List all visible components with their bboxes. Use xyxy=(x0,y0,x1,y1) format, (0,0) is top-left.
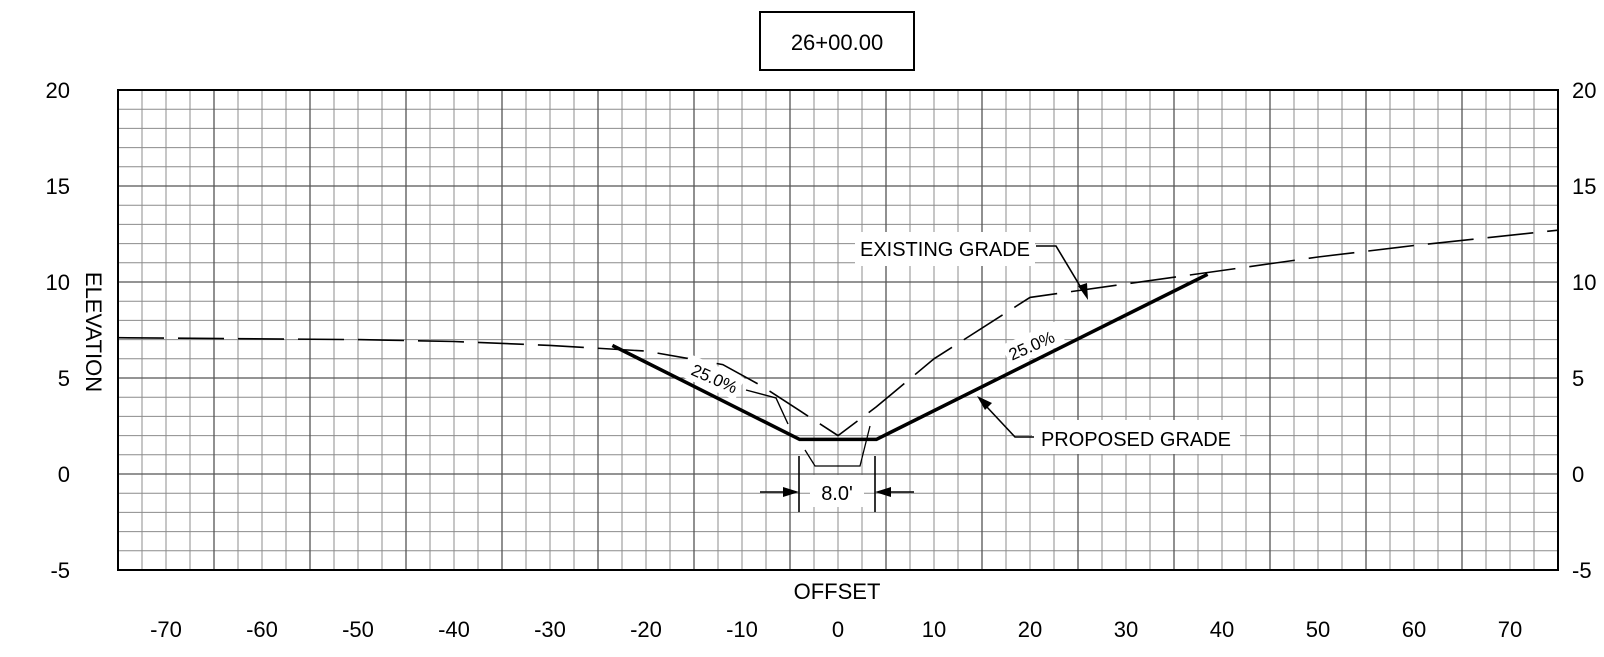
y-axis-title: ELEVATION xyxy=(81,272,106,392)
dimension-arrowhead-right xyxy=(875,487,891,497)
x-tick-label: 0 xyxy=(832,617,844,642)
y-tick-label-right: 0 xyxy=(1572,462,1584,487)
y-tick-label-left: 20 xyxy=(46,78,70,103)
dimension-label: 8.0' xyxy=(821,483,853,505)
slope-label-left-leader xyxy=(745,389,789,425)
x-tick-label: 50 xyxy=(1306,617,1330,642)
dimension-label-bg xyxy=(810,475,864,507)
proposed-grade-label: PROPOSED GRADE xyxy=(1041,429,1231,451)
existing-grade-arrowhead xyxy=(1078,283,1088,300)
y-tick-label-right: 10 xyxy=(1572,270,1596,295)
x-tick-label: -50 xyxy=(342,617,374,642)
slope-label-left-bg xyxy=(680,353,745,401)
x-tick-label: -30 xyxy=(534,617,566,642)
x-tick-label: -10 xyxy=(726,617,758,642)
proposed-grade-callout: PROPOSED GRADE xyxy=(977,396,1240,454)
x-tick-labels: -70 -60 -50 -40 -30 -20 -10 0 10 20 30 40 50 60 70 xyxy=(150,617,1522,642)
slope-label-right-bg xyxy=(1001,320,1066,368)
x-tick-label: 10 xyxy=(922,617,946,642)
x-tick-label: -20 xyxy=(630,617,662,642)
proposed-grade-leader xyxy=(985,405,1034,438)
proposed-grade-label-bg xyxy=(1032,420,1240,454)
station-title-text: 26+00.00 xyxy=(791,30,883,55)
plot-frame xyxy=(117,89,1559,571)
x-tick-label: -60 xyxy=(246,617,278,642)
y-tick-labels-left: -5 0 5 10 15 20 xyxy=(46,78,70,583)
proposed-grade-arrowhead xyxy=(977,396,992,410)
y-tick-labels-right: -5 0 5 10 15 20 xyxy=(1572,78,1596,583)
x-axis-title: OFFSET xyxy=(794,579,881,604)
existing-grade-callout: EXISTING GRADE xyxy=(855,232,1088,300)
minor-grid xyxy=(118,90,1558,570)
existing-grade-label-bg xyxy=(855,232,1035,266)
x-tick-label: 40 xyxy=(1210,617,1234,642)
bottom-width-dimension: 8.0' xyxy=(760,425,914,512)
y-tick-label-left: -5 xyxy=(50,558,70,583)
existing-grade-leader xyxy=(1036,245,1084,292)
dimension-arrowhead-left xyxy=(783,487,799,497)
y-tick-label-left: 5 xyxy=(58,366,70,391)
y-tick-label-left: 0 xyxy=(58,462,70,487)
proposed-grade-line xyxy=(611,272,1209,442)
station-title: 26+00.00 xyxy=(759,11,915,71)
x-tick-label: 60 xyxy=(1402,617,1426,642)
x-tick-label: 20 xyxy=(1018,617,1042,642)
y-tick-label-right: 15 xyxy=(1572,174,1596,199)
y-tick-label-right: 5 xyxy=(1572,366,1584,391)
y-tick-label-right: -5 xyxy=(1572,558,1592,583)
x-tick-label: -70 xyxy=(150,617,182,642)
existing-grade-line xyxy=(117,229,1559,437)
x-tick-label: 30 xyxy=(1114,617,1138,642)
y-tick-label-right: 20 xyxy=(1572,78,1596,103)
x-tick-label: -40 xyxy=(438,617,470,642)
y-tick-label-left: 10 xyxy=(46,270,70,295)
dimension-leader xyxy=(804,425,871,467)
x-tick-label: 70 xyxy=(1498,617,1522,642)
y-tick-label-left: 15 xyxy=(46,174,70,199)
station-title-box xyxy=(759,11,915,71)
existing-grade-label: EXISTING GRADE xyxy=(860,239,1030,261)
